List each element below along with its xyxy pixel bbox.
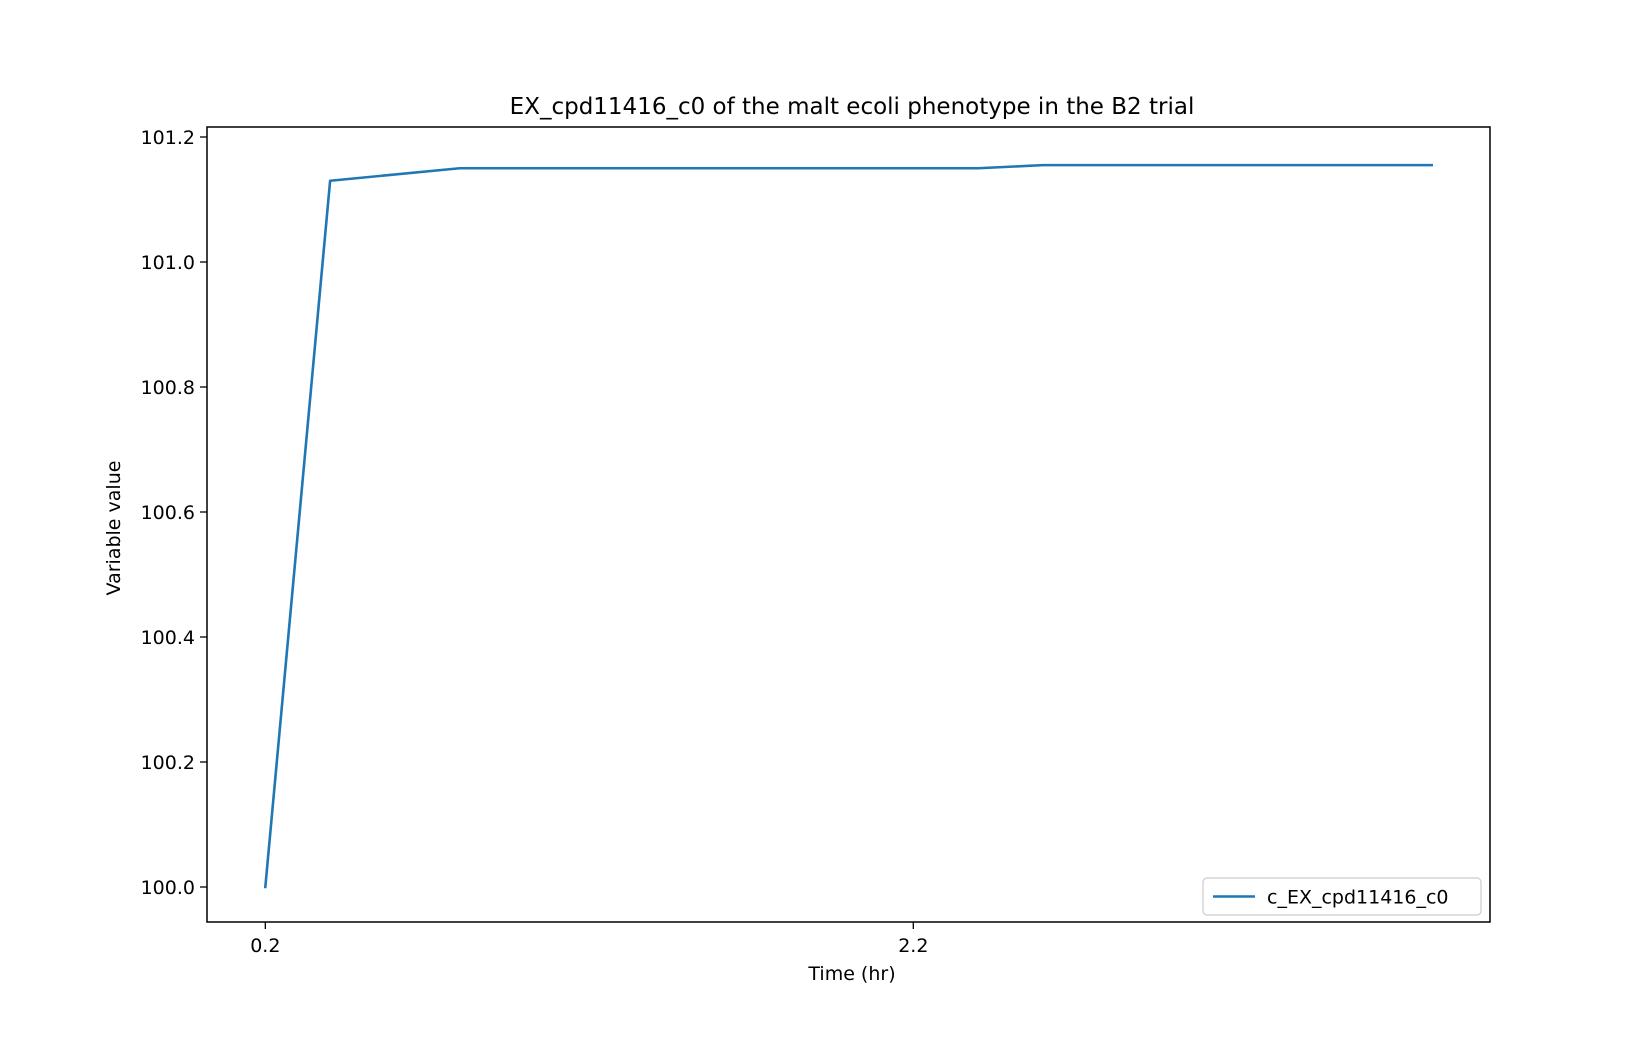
y-tick-label-5: 101.0 <box>141 252 195 274</box>
y-tick-label-6: 101.2 <box>141 127 195 149</box>
y-tick-label-1: 100.2 <box>141 752 195 774</box>
legend-box <box>1202 877 1482 916</box>
y-tick-label-4: 100.8 <box>141 377 195 399</box>
chart-title: EX_cpd11416_c0 of the malt ecoli phenoty… <box>510 94 1195 120</box>
y-tick-label-2: 100.4 <box>141 627 195 649</box>
legend-label-0: c_EX_cpd11416_c0 <box>1267 887 1449 909</box>
x-axis-label: Time (hr) <box>807 963 895 985</box>
plot-frame <box>206 126 1491 923</box>
plot-area <box>206 126 1491 923</box>
x-tick-label-1: 2.2 <box>898 935 928 957</box>
y-tick-label-0: 100.0 <box>141 877 195 899</box>
legend: c_EX_cpd11416_c0 <box>1202 877 1482 916</box>
y-tick-label-3: 100.6 <box>141 502 195 524</box>
y-axis-label: Variable value <box>103 461 125 596</box>
series-line-0 <box>263 163 1433 889</box>
axis-ticks: 0.2 2.2 100.0 100.2 100.4 100.6 100.8 101.0 101.… <box>141 127 929 957</box>
x-tick-label-0: 0.2 <box>250 935 280 957</box>
